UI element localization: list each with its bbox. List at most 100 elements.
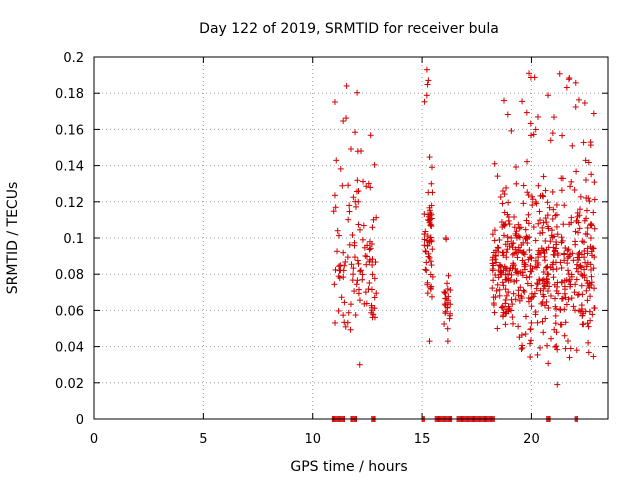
chart-title: Day 122 of 2019, SRMTID for receiver bul… (199, 21, 499, 37)
data-point (558, 278, 565, 285)
data-point (491, 160, 498, 167)
data-point (521, 259, 528, 266)
data-point (548, 227, 555, 234)
data-point (552, 343, 559, 350)
data-point (442, 310, 449, 317)
data-point (499, 188, 506, 195)
data-point (540, 329, 547, 336)
data-point (500, 232, 507, 239)
data-point (584, 207, 591, 214)
data-point (527, 120, 534, 127)
data-point (508, 271, 515, 278)
data-point (581, 247, 588, 254)
x-tick-label: 15 (414, 432, 431, 447)
data-point (591, 254, 598, 261)
data-point (342, 258, 349, 265)
data-point (513, 277, 520, 284)
data-point (491, 309, 498, 316)
data-point (528, 319, 535, 326)
data-point (545, 225, 552, 232)
data-point (573, 218, 580, 225)
data-point (537, 230, 544, 237)
data-point (563, 301, 570, 308)
data-point (585, 159, 592, 166)
data-point (511, 224, 518, 231)
data-point (334, 248, 341, 255)
data-point (344, 254, 351, 261)
data-point (509, 301, 516, 308)
data-point (540, 173, 547, 180)
data-point (505, 199, 512, 206)
data-point (368, 309, 375, 316)
data-point (361, 244, 368, 251)
data-point (532, 257, 539, 264)
data-point (489, 231, 496, 238)
data-points (329, 66, 598, 422)
data-point (343, 82, 350, 89)
data-point (583, 215, 590, 222)
data-point (588, 248, 595, 255)
data-point (500, 267, 507, 274)
data-point (424, 279, 431, 286)
data-point (561, 202, 568, 209)
data-point (441, 289, 448, 296)
data-point (427, 286, 434, 293)
data-point (489, 256, 496, 263)
data-point (552, 312, 559, 319)
data-point (369, 314, 376, 321)
data-point (424, 81, 431, 88)
data-point (367, 132, 374, 139)
data-point (535, 261, 542, 268)
data-point (565, 267, 572, 274)
data-point (589, 244, 596, 251)
data-point (493, 259, 500, 266)
data-point (590, 209, 597, 216)
data-point (530, 131, 537, 138)
data-point (570, 257, 577, 264)
data-point (553, 287, 560, 294)
data-point (537, 344, 544, 351)
data-point (587, 317, 594, 324)
data-point (444, 285, 451, 292)
data-point (503, 292, 510, 299)
data-point (559, 295, 566, 302)
data-point (553, 201, 560, 208)
data-point (499, 200, 506, 207)
data-point (534, 113, 541, 120)
data-point (527, 325, 534, 332)
data-point (504, 238, 511, 245)
x-axis-label: GPS time / hours (290, 459, 407, 475)
data-point (352, 198, 359, 205)
data-point (425, 77, 432, 84)
data-point (544, 270, 551, 277)
data-point (526, 254, 533, 261)
y-tick-label: 0 (76, 413, 84, 428)
data-point (346, 208, 353, 215)
data-point (553, 211, 560, 218)
data-point (423, 92, 430, 99)
data-point (498, 304, 505, 311)
data-point (534, 281, 541, 288)
data-point (501, 263, 508, 270)
x-tick-label: 10 (304, 432, 321, 447)
data-point (369, 256, 376, 263)
data-point (533, 264, 540, 271)
data-point (340, 267, 347, 274)
data-point (534, 280, 541, 287)
data-point (337, 262, 344, 269)
data-point (339, 182, 346, 189)
data-point (581, 266, 588, 273)
data-point (513, 232, 520, 239)
data-point (576, 225, 583, 232)
data-point (577, 193, 584, 200)
data-point (340, 249, 347, 256)
data-point (539, 299, 546, 306)
data-point (573, 276, 580, 283)
data-point (582, 177, 589, 184)
data-point (565, 271, 572, 278)
data-point (513, 180, 520, 187)
data-point (540, 285, 547, 292)
data-point (528, 282, 535, 289)
data-point (588, 171, 595, 178)
data-point (520, 182, 527, 189)
